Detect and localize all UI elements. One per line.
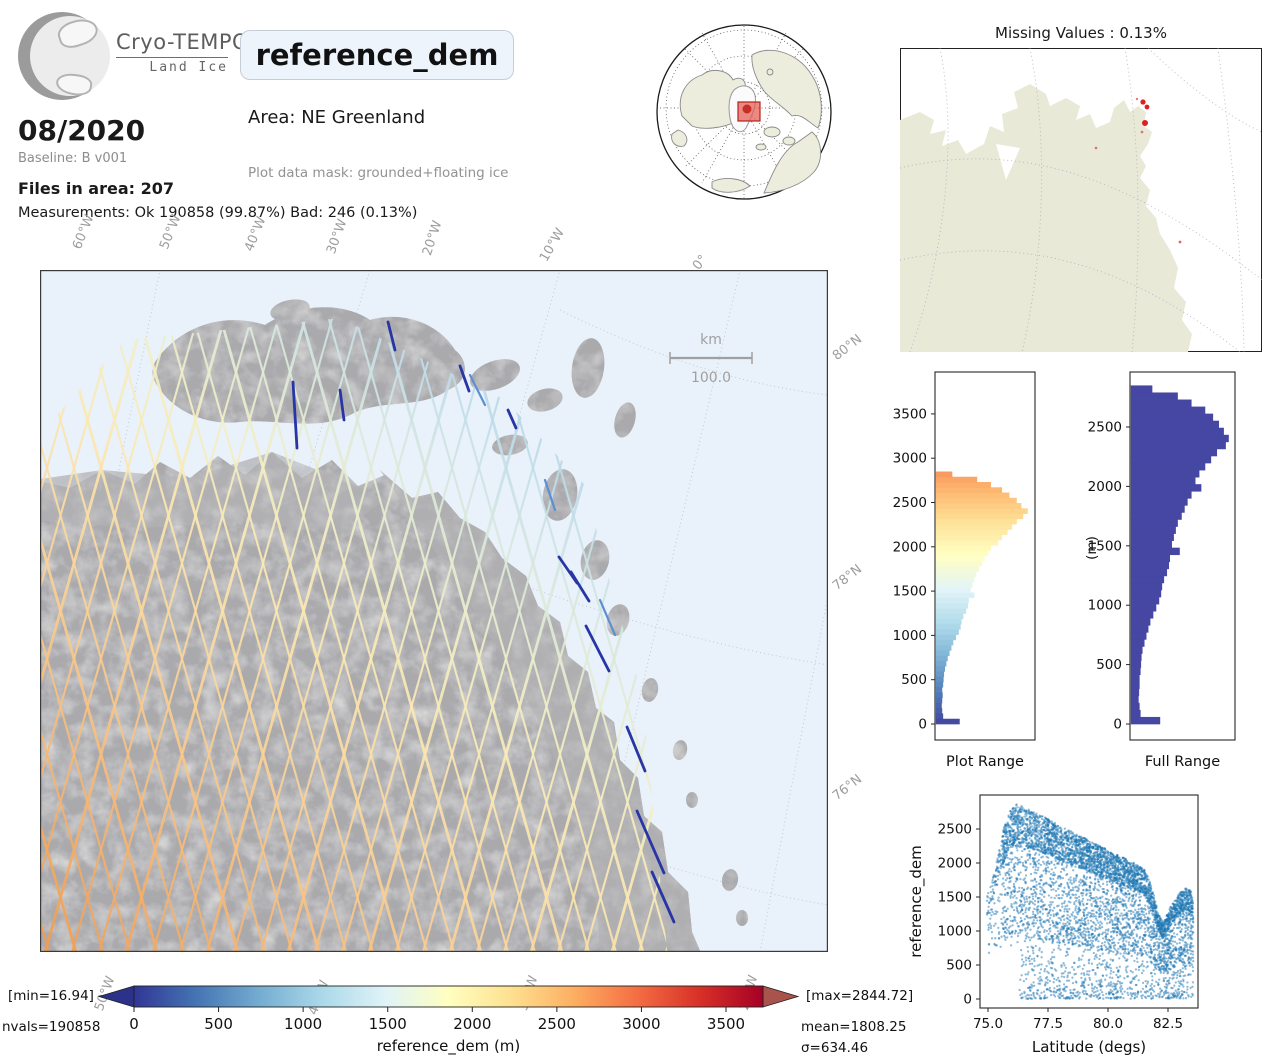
lon-label-top-10w: 10°W [537, 225, 568, 265]
colorbar-min-label: [min=16.94] [8, 988, 94, 1004]
lon-label-top-30w: 30°W [324, 217, 351, 257]
svg-text:2500: 2500 [538, 1015, 576, 1033]
area-label: Area: NE Greenland [248, 107, 426, 128]
logo-text: Cryo-TEMPO Land Ice [116, 30, 250, 75]
scalebar-unit: km [700, 332, 722, 348]
cryo-tempo-logo: Cryo-TEMPO Land Ice [18, 8, 250, 108]
mid-elevation-tracks [468, 373, 617, 637]
svg-text:Plot Range: Plot Range [946, 754, 1024, 770]
missing-map-land [900, 84, 1192, 352]
missing-values-title: Missing Values : 0.13% [995, 24, 1167, 42]
colorbar-nvals-label: nvals=190858 [2, 1019, 101, 1035]
svg-text:Full Range: Full Range [1145, 754, 1220, 770]
svg-text:3000: 3000 [893, 451, 927, 467]
globe-area-dot [742, 104, 752, 114]
measurements-label: Measurements: Ok 190858 (99.87%) Bad: 24… [18, 205, 418, 221]
svg-text:reference_dem (m): reference_dem (m) [377, 1037, 521, 1056]
svg-text:500: 500 [1096, 657, 1122, 673]
lat-label-78n: 78°N [830, 561, 866, 594]
svg-text:2500: 2500 [1088, 420, 1122, 436]
svg-text:3000: 3000 [622, 1015, 660, 1033]
svg-text:1000: 1000 [284, 1015, 322, 1033]
low-elevation-tracks [291, 320, 676, 924]
lon-label-top-20w: 20°W [420, 218, 446, 258]
logo-rule [116, 57, 228, 58]
lat-label-80n: 80°N [830, 331, 866, 364]
colorbar-sigma-label: σ=634.46 [801, 1040, 869, 1056]
svg-text:1000: 1000 [1088, 598, 1122, 614]
svg-text:500: 500 [901, 672, 927, 688]
colorbar: 0 500 1000 1500 2000 2500 3000 3500 reference_de… [97, 985, 800, 1056]
svg-text:0: 0 [1113, 717, 1122, 733]
logo-subtitle: Land Ice [149, 60, 228, 75]
svg-text:1500: 1500 [1088, 538, 1122, 554]
map-frame [40, 270, 828, 952]
svg-text:(m): (m) [1084, 536, 1100, 560]
histogram-plot-range: 0 500 1000 1500 2000 2500 3000 3500 Plot Range [893, 371, 1036, 770]
svg-text:2000: 2000 [453, 1015, 491, 1033]
variable-title: reference_dem [240, 30, 514, 80]
svg-text:2500: 2500 [893, 495, 927, 511]
missing-map-fjord [996, 144, 1020, 180]
globe-locator-inset [656, 24, 832, 200]
svg-text:1000: 1000 [893, 628, 927, 644]
logo-title: Cryo-TEMPO [116, 30, 250, 54]
baseline-label: Baseline: B v001 [18, 151, 128, 166]
plot-mask-label: Plot data mask: grounded+floating ice [248, 165, 509, 181]
svg-text:2000: 2000 [1088, 479, 1122, 495]
svg-text:3500: 3500 [707, 1015, 745, 1033]
files-in-area-label: Files in area: 207 [18, 179, 174, 198]
scalebar-value: 100.0 [691, 370, 731, 386]
svg-text:500: 500 [204, 1015, 233, 1033]
missing-map-graticule [900, 48, 1262, 352]
missing-map-bad-markers [1094, 97, 1182, 244]
svg-text:0: 0 [918, 717, 927, 733]
main-map: km 100.0 [40, 270, 828, 952]
missing-values-map [900, 48, 1262, 352]
svg-text:0: 0 [129, 1015, 139, 1033]
svg-text:2000: 2000 [893, 539, 927, 555]
period-label: 08/2020 [18, 114, 146, 147]
map-scalebar [669, 352, 753, 364]
svg-text:1500: 1500 [369, 1015, 407, 1033]
svg-text:1500: 1500 [893, 584, 927, 600]
lat-label-76n: 76°N [830, 771, 866, 804]
colorbar-max-label: [max=2844.72] [806, 988, 914, 1004]
histogram-full-range: 0 500 1000 1500 2000 2500 Full Range (m) [1084, 371, 1236, 770]
colorbar-mean-label: mean=1808.25 [801, 1019, 907, 1035]
svg-text:3500: 3500 [893, 406, 927, 422]
